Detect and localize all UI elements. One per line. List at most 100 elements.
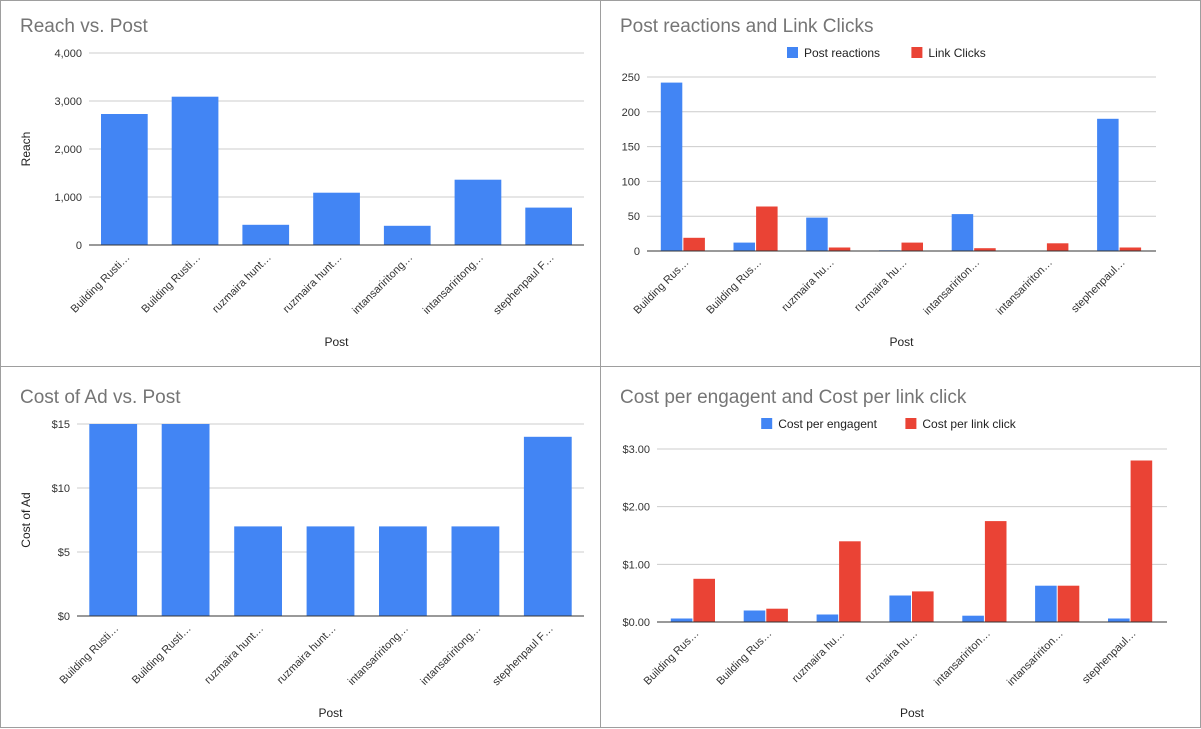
bar-series-1-2[interactable]: [733, 242, 756, 251]
bar-series-1-7[interactable]: [525, 207, 572, 245]
chart-title: Cost per engagent and Cost per link clic…: [620, 387, 967, 408]
bar-series-2-4[interactable]: [912, 591, 934, 622]
x-tick-label: Building Rus…: [704, 257, 764, 317]
bar-series-1-5[interactable]: [962, 615, 984, 622]
y-tick-label: $0.00: [622, 617, 650, 629]
x-tick-label: intansaririton…: [932, 628, 993, 689]
bar-series-1-6[interactable]: [454, 179, 502, 245]
bar-series-2-4[interactable]: [901, 242, 924, 251]
bar-series-1-3[interactable]: [816, 614, 839, 623]
x-axis-title: Post: [324, 335, 349, 349]
bar-series-2-3[interactable]: [828, 247, 851, 252]
bar-series-1-2[interactable]: [161, 424, 210, 616]
y-tick-label: 200: [622, 107, 640, 119]
bar-series-2-1[interactable]: [693, 578, 715, 623]
bar-series-1-5[interactable]: [379, 526, 427, 616]
bar-series-1-1[interactable]: [670, 618, 693, 623]
y-axis-title: Reach: [19, 132, 33, 167]
x-tick-label: ruzmaira hunt…: [202, 623, 266, 687]
x-tick-label: intansaririton…: [994, 257, 1055, 318]
cost-of-ad-vs-post-chart[interactable]: Cost of Ad vs. Post $0 $5 $10 $15 Building Ru…: [0, 366, 601, 728]
legend-swatch-2: [905, 418, 917, 429]
x-tick-label: intansaririton…: [1005, 628, 1066, 689]
legend-swatch-2: [911, 47, 923, 58]
legend-swatch-1: [787, 47, 798, 58]
reach-vs-post-svg: Reach vs. Post 0 1,000 2,000 3,000 4,000 Build…: [19, 16, 584, 349]
y-tick-label: 2,000: [54, 144, 82, 156]
bar-series-2-5[interactable]: [974, 248, 996, 251]
x-tick-label: stephenpaul F…: [490, 623, 556, 689]
y-tick-label: $10: [52, 483, 70, 495]
legend-label-1: Post reactions: [804, 46, 880, 60]
y-tick-label: $2.00: [622, 502, 650, 514]
cost-per-engagement-chart[interactable]: Cost per engagent and Cost per link clic…: [600, 366, 1201, 728]
bar-series-1-3[interactable]: [234, 526, 282, 616]
bar-series-1-1[interactable]: [89, 424, 138, 616]
y-tick-label: 250: [622, 72, 640, 84]
x-tick-label: Building Rus…: [642, 628, 702, 688]
post-reactions-link-clicks-chart[interactable]: Post reactions and Link Clicks Post react…: [600, 0, 1201, 367]
x-tick-label: ruzmaira hu…: [863, 628, 920, 685]
chart-title: Post reactions and Link Clicks: [620, 16, 873, 37]
x-axis-title: Post: [900, 706, 925, 720]
legend-label-2: Cost per link click: [922, 417, 1016, 431]
y-tick-label: 1,000: [54, 192, 82, 204]
bar-series-1-7[interactable]: [523, 436, 572, 616]
y-tick-label: 0: [76, 240, 82, 252]
bar-series-1-2[interactable]: [171, 96, 219, 245]
x-tick-label: intansaririton…: [922, 257, 983, 318]
bar-series-2-1[interactable]: [683, 237, 705, 251]
x-tick-label: ruzmaira hu…: [780, 257, 837, 314]
bar-series-2-7[interactable]: [1130, 460, 1153, 623]
cost-per-engagement-svg: Cost per engagent and Cost per link clic…: [620, 387, 1167, 720]
bar-series-2-3[interactable]: [839, 541, 861, 622]
legend-label-1: Cost per engagent: [778, 417, 877, 431]
y-tick-label: 4,000: [54, 48, 82, 60]
bar-series-1-1[interactable]: [660, 82, 683, 251]
x-tick-label: intansariritong…: [350, 252, 415, 317]
bar-series-1-3[interactable]: [242, 224, 290, 245]
legend-swatch-1: [761, 418, 773, 429]
x-tick-label: Building Rusti…: [139, 252, 203, 316]
bar-series-1-7[interactable]: [1097, 118, 1119, 251]
y-tick-label: 3,000: [54, 96, 82, 108]
bar-series-2-6[interactable]: [1057, 585, 1080, 622]
y-tick-label: $15: [52, 419, 70, 431]
bar-series-1-6[interactable]: [1035, 585, 1057, 622]
bar-series-2-2[interactable]: [756, 206, 778, 252]
bar-series-1-4[interactable]: [306, 526, 355, 616]
x-tick-label: ruzmaira hunt…: [281, 252, 345, 316]
bar-series-2-6[interactable]: [1046, 243, 1069, 251]
bar-series-2-2[interactable]: [766, 608, 788, 622]
x-tick-label: Building Rus…: [632, 257, 692, 317]
chart-title: Cost of Ad vs. Post: [20, 387, 181, 408]
y-tick-label: $3.00: [622, 444, 650, 456]
bar-series-1-6[interactable]: [451, 526, 500, 616]
bar-series-1-3[interactable]: [806, 217, 828, 251]
bar-series-1-5[interactable]: [951, 214, 974, 251]
legend-label-2: Link Clicks: [928, 46, 985, 60]
x-tick-label: ruzmaira hunt…: [210, 252, 274, 316]
y-tick-label: 150: [622, 142, 640, 154]
bar-series-1-7[interactable]: [1108, 618, 1130, 623]
x-tick-label: ruzmaira hunt…: [275, 623, 339, 687]
x-tick-label: stephenpaul…: [1069, 257, 1128, 316]
y-tick-label: 50: [628, 211, 640, 223]
bar-series-2-5[interactable]: [984, 521, 1007, 622]
x-tick-label: stephenpaul F…: [491, 252, 557, 318]
bar-series-1-4[interactable]: [313, 192, 360, 245]
x-axis-title: Post: [318, 706, 343, 720]
bar-series-1-1[interactable]: [101, 114, 148, 245]
bar-series-1-4[interactable]: [889, 595, 911, 623]
x-tick-label: Building Rus…: [714, 628, 774, 688]
bar-series-2-7[interactable]: [1119, 247, 1142, 252]
bar-series-1-5[interactable]: [383, 225, 431, 245]
reach-vs-post-chart[interactable]: Reach vs. Post 0 1,000 2,000 3,000 4,000 Build…: [0, 0, 601, 367]
bar-series-1-2[interactable]: [743, 610, 766, 623]
cost-of-ad-vs-post-svg: Cost of Ad vs. Post $0 $5 $10 $15 Building Ru…: [19, 387, 584, 720]
x-tick-label: Building Rusti…: [130, 623, 194, 687]
x-tick-label: ruzmaira hu…: [852, 257, 909, 314]
y-tick-label: 100: [622, 176, 640, 188]
x-tick-label: Building Rusti…: [58, 623, 122, 687]
x-tick-label: ruzmaira hu…: [790, 628, 847, 685]
